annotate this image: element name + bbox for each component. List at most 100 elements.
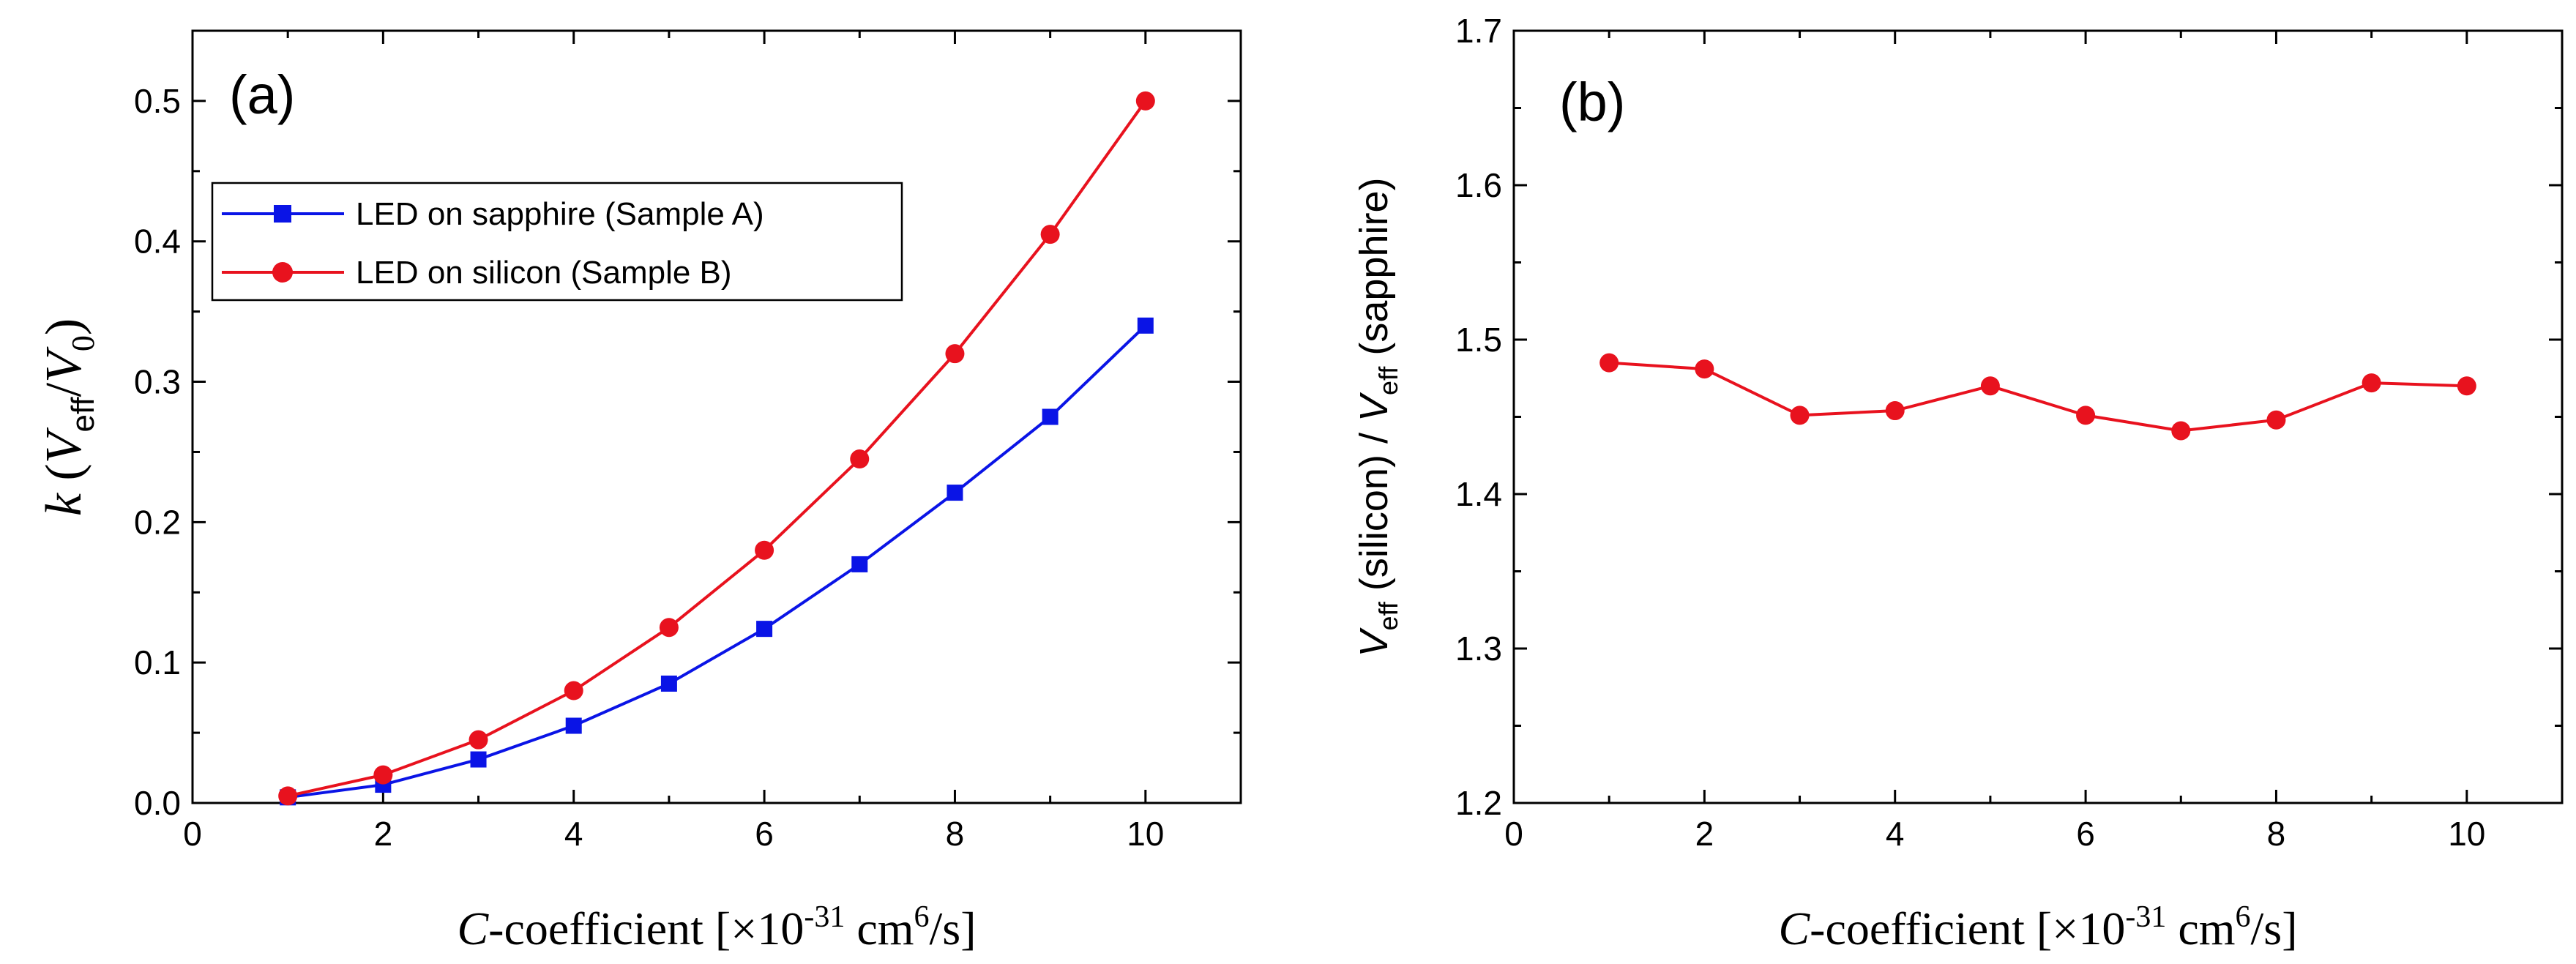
series-markers-b [1599,353,2476,441]
ylabel-b-mid: (silicon) / [1352,422,1396,602]
data-point-circle [1980,376,2000,396]
data-point-circle [755,540,774,560]
legend-box [211,182,903,302]
data-point-square [660,675,677,692]
legend-marker-sapphire [274,205,291,223]
x-tick-label: 10 [1127,815,1164,853]
data-point-circle [1885,401,1905,421]
series-markers-a [278,91,1155,806]
xlabel-b-unit: cm [2166,903,2235,954]
axis-ticks-b [1512,29,2562,804]
data-point-circle [2362,373,2381,393]
data-point-circle [1135,91,1155,111]
series-lines-b [1609,361,2467,433]
plot-frame-a [191,29,1242,804]
y-tick-label: 0.2 [134,503,181,541]
y-tick-label: 1.6 [1455,166,1502,204]
y-tick-label: 1.7 [1455,12,1502,50]
y-tick-label: 0.4 [134,223,181,261]
data-point-circle [564,681,583,700]
data-point-square [947,485,963,501]
ylabel-v: V [36,427,92,463]
y-tick-labels-b: 1.2 1.3 1.4 1.5 1.6 1.7 [1455,12,1502,822]
series-line [287,324,1147,799]
series-line [1609,361,2467,433]
x-axis-label-b: C-coefficient [×10-31 cm6/s] [1778,900,2297,954]
data-point-circle [2171,421,2191,441]
x-tick-labels-b: 0 2 4 6 8 10 [1504,815,2485,853]
ylabel-b-eff1: eff [1373,601,1403,630]
xlabel-b-post: /s] [2251,903,2298,954]
ylabel-b-v2: V [1352,392,1396,422]
x-tick-label: 0 [1504,815,1523,853]
data-point-square [851,556,868,572]
x-tick-label: 6 [755,815,774,853]
axis-ticks-a [191,31,1241,804]
data-point-circle [278,786,298,806]
x-tick-label: 4 [1886,815,1905,853]
xlabel-a-unit: cm [845,903,914,954]
ylabel-b-eff2: eff [1373,366,1403,395]
data-point-circle [1695,359,1714,379]
data-point-circle [468,730,488,750]
y-tick-label: 1.2 [1455,784,1502,822]
x-tick-labels-a: 0 2 4 6 8 10 [183,815,1164,853]
data-point-circle [659,618,679,638]
data-point-circle [2266,410,2286,430]
y-tick-label: 0.5 [134,82,181,120]
y-tick-label: 0.1 [134,643,181,681]
ylabel-b-end: (sapphire) [1352,178,1396,367]
xlabel-b-c: C [1778,903,1810,954]
ylabel-v0: V [36,346,92,383]
x-axis-label-a: C-coefficient [×10-31 cm6/s] [457,900,976,954]
xlabel-b-exp: -31 [2125,900,2166,934]
xlabel-b-times: × [2052,903,2078,954]
y-tick-label: 1.4 [1455,475,1502,513]
x-tick-label: 2 [1695,815,1714,853]
xlabel-a-post: /s] [930,903,977,954]
x-tick-label: 8 [2267,815,2286,853]
ylabel-k: k [36,492,92,516]
data-point-circle [1040,225,1060,244]
data-point-circle [945,344,965,364]
series-line [287,100,1147,798]
ylabel-eff: eff [65,397,101,433]
legend-marker-silicon [272,262,293,283]
data-point-square [1042,408,1059,425]
ylabel-b-v1: V [1352,627,1396,657]
data-point-circle [2076,406,2096,425]
data-point-circle [373,765,393,785]
y-tick-labels-a: 0.0 0.1 0.2 0.3 0.4 0.5 [134,82,181,822]
xlabel-a-pre: -coefficient [ [488,903,731,954]
y-axis-label-b: Veff (silicon) / Veff (sapphire) [1352,178,1403,657]
data-point-square [756,621,773,638]
plot-frame-b [1512,29,2564,804]
y-tick-label: 0.0 [134,784,181,822]
x-tick-label: 10 [2448,815,2485,853]
data-point-circle [1790,406,1810,425]
ylabel-open: ( [36,463,92,493]
panel-b: 0 2 4 6 8 10 1.2 1.3 1.4 1.5 1.6 1.7 (b) Veff (sil… [1352,12,2564,954]
xlabel-b-base: 10 [2078,903,2125,954]
xlabel-a-unit-exp: 6 [914,900,930,934]
x-tick-label: 4 [564,815,583,853]
xlabel-a-exp: -31 [804,900,845,934]
xlabel-b-pre: -coefficient [ [1810,903,2052,954]
xlabel-a-c: C [457,903,489,954]
panel-label-a: (a) [229,64,295,125]
series-lines-a [287,100,1147,799]
x-tick-label: 8 [946,815,965,853]
panel-a: 0 2 4 6 8 10 0.0 0.1 0.2 0.3 0.4 0.5 (a) LED on sa… [36,29,1242,954]
legend: LED on sapphire (Sample A) LED on silico… [211,182,903,302]
y-tick-label: 1.3 [1455,629,1502,668]
x-tick-label: 6 [2076,815,2095,853]
data-point-circle [850,449,870,469]
x-tick-label: 2 [374,815,393,853]
y-tick-label: 0.3 [134,363,181,401]
data-point-square [565,717,582,734]
data-point-square [470,751,487,768]
x-tick-label: 0 [183,815,202,853]
ylabel-slash: / [36,382,92,397]
data-point-circle [2457,376,2476,396]
